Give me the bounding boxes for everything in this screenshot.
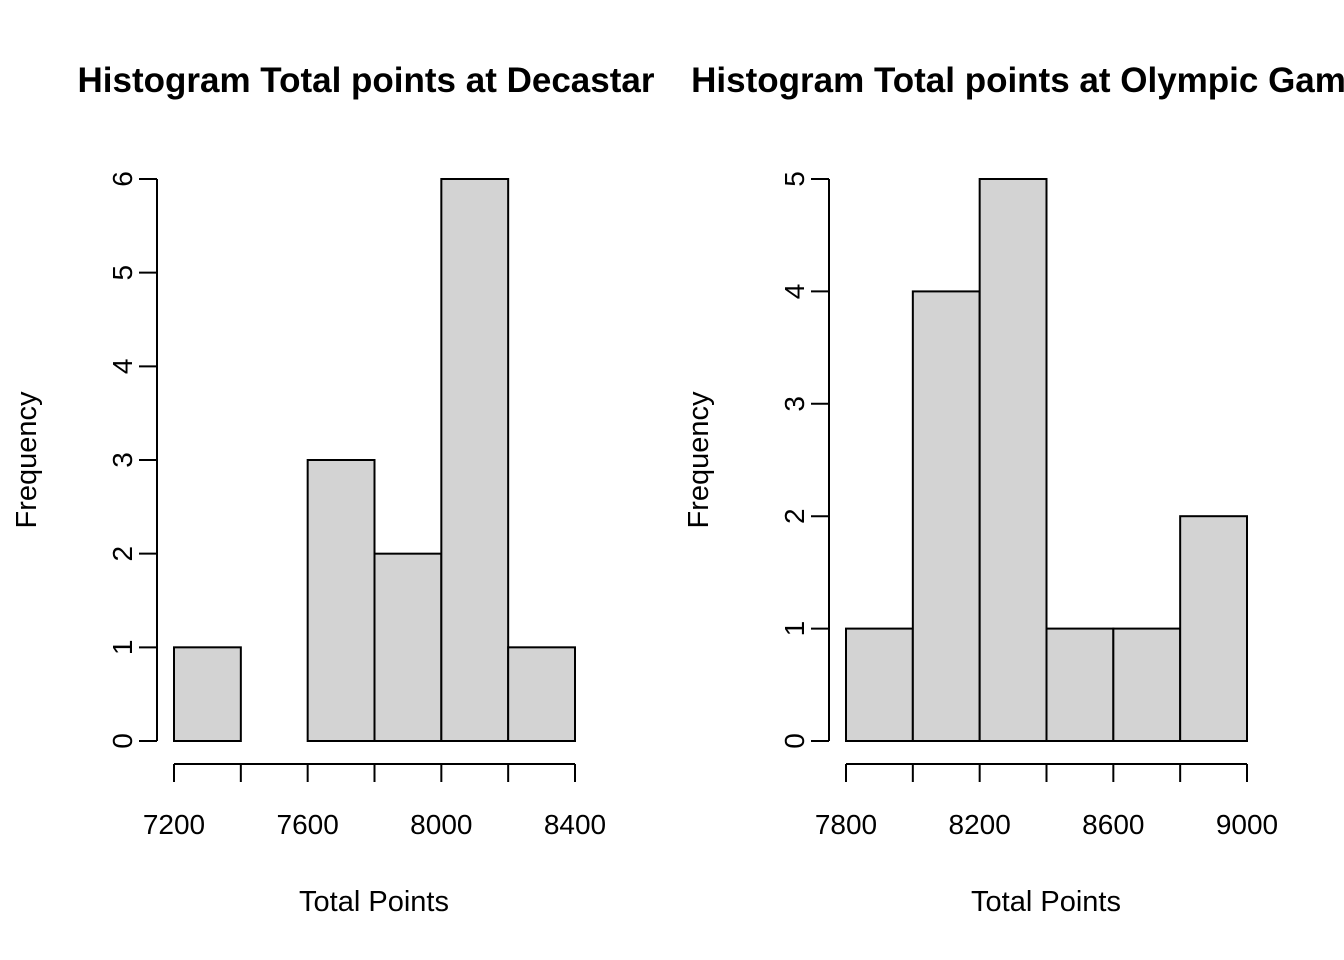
y-tick-label: 0 xyxy=(779,733,810,749)
histogram-bar xyxy=(911,290,981,742)
x-axis-label: Total Points xyxy=(971,886,1121,918)
histogram-bar xyxy=(1179,515,1248,743)
histogram-bar xyxy=(978,178,1048,742)
x-tick-label: 9000 xyxy=(1216,809,1278,840)
y-tick-label: 3 xyxy=(107,452,138,468)
y-axis-label: Frequency xyxy=(683,391,715,529)
y-tick-label: 5 xyxy=(107,265,138,281)
histogram-bar xyxy=(306,459,376,742)
histogram-bar xyxy=(507,646,576,742)
x-tick-label: 8400 xyxy=(544,809,606,840)
chart-title: Histogram Total points at Decastar xyxy=(78,61,655,100)
olympic-histogram-panel: Histogram Total points at Olympic Games 0… xyxy=(683,61,1344,918)
y-tick-label: 4 xyxy=(779,284,810,300)
x-tick-label: 8000 xyxy=(410,809,472,840)
x-tick-label: 8600 xyxy=(1082,809,1144,840)
x-tick-label: 7200 xyxy=(143,809,205,840)
y-tick-label: 1 xyxy=(107,640,138,656)
y-tick-label: 4 xyxy=(107,359,138,375)
x-tick-label: 7600 xyxy=(277,809,339,840)
x-tick-label: 7800 xyxy=(815,809,877,840)
histogram-bar xyxy=(173,646,242,742)
histogram-bar xyxy=(1112,627,1182,742)
histogram-bar xyxy=(845,627,914,742)
histogram-bar xyxy=(440,178,510,742)
y-tick-label: 1 xyxy=(779,621,810,637)
y-tick-label: 0 xyxy=(107,733,138,749)
y-tick-label: 2 xyxy=(779,508,810,524)
histogram-bar xyxy=(373,552,443,743)
y-tick-label: 3 xyxy=(779,396,810,412)
y-axis-label: Frequency xyxy=(11,391,43,529)
histogram-bar xyxy=(1045,627,1115,742)
y-tick-label: 5 xyxy=(779,171,810,187)
chart-title: Histogram Total points at Olympic Games xyxy=(691,61,1344,100)
x-tick-label: 8200 xyxy=(949,809,1011,840)
y-tick-label: 2 xyxy=(107,546,138,562)
y-tick-label: 6 xyxy=(107,171,138,187)
x-axis-label: Total Points xyxy=(299,886,449,918)
decastar-histogram-panel: Histogram Total points at Decastar 0 1 2 3 4 5… xyxy=(11,61,655,918)
